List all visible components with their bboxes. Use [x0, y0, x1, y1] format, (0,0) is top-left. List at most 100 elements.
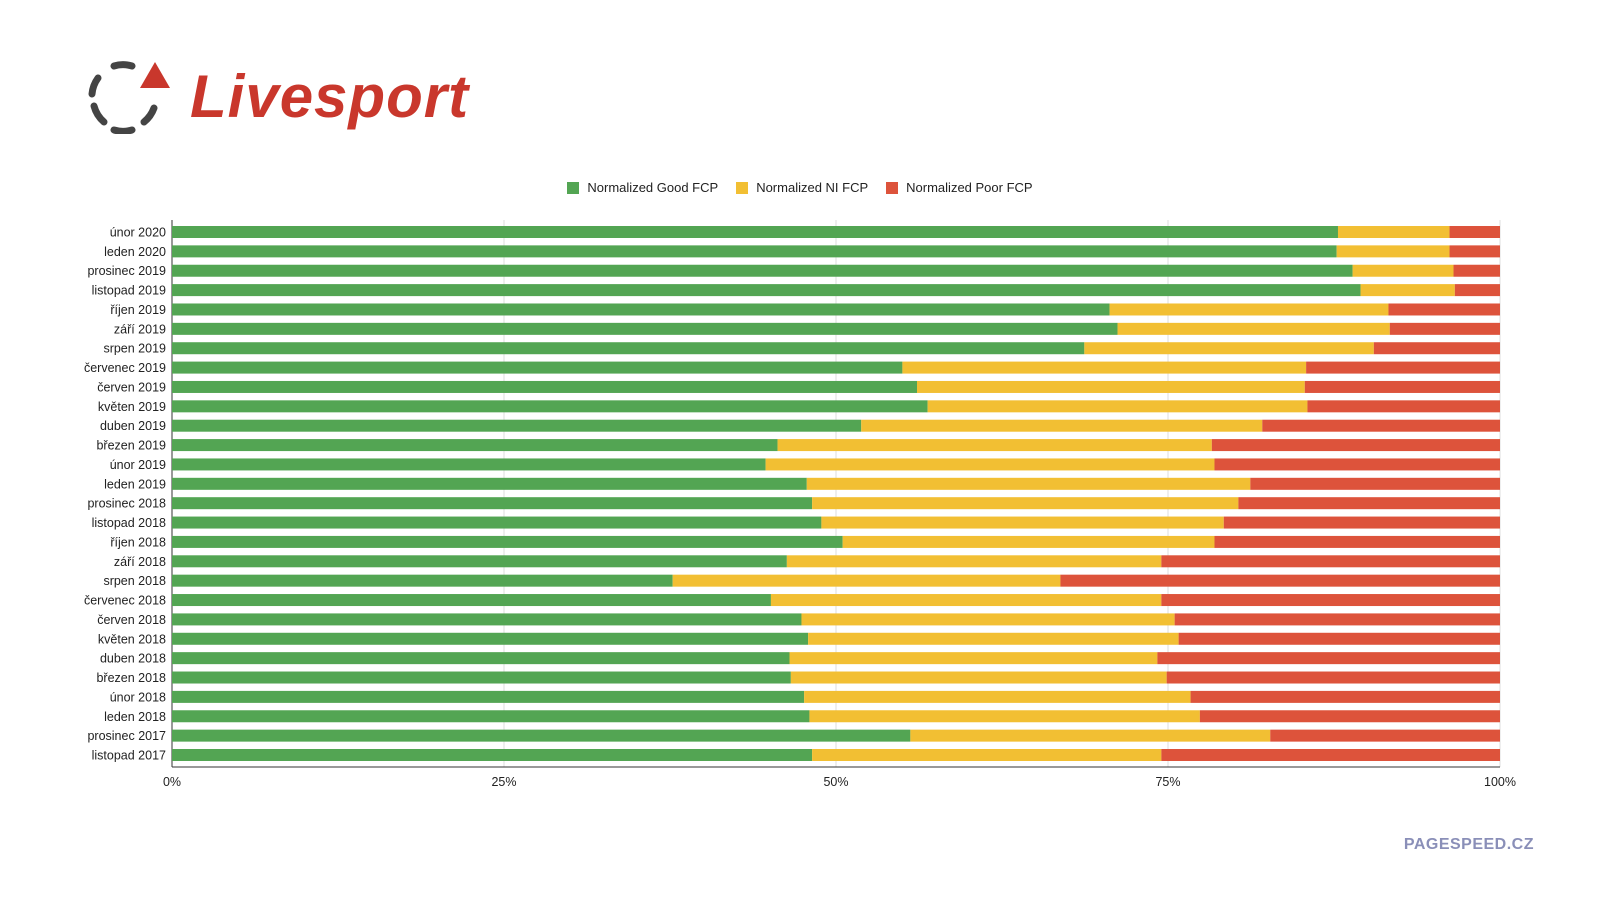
bar-segment-poor [1166, 671, 1500, 684]
bar-segment-poor [1174, 613, 1500, 626]
legend-item-ni: Normalized NI FCP [736, 180, 868, 195]
y-category-label: únor 2019 [110, 458, 166, 472]
bar-segment-good [172, 284, 1361, 297]
bar-segment-poor [1453, 264, 1500, 277]
bar-segment-poor [1199, 710, 1500, 723]
bar-segment-good [172, 710, 810, 723]
bar-segment-ni [861, 419, 1263, 432]
bar-segment-ni [765, 458, 1215, 471]
y-category-label: březen 2019 [96, 439, 166, 453]
bar-segment-ni [1084, 342, 1374, 355]
watermark: PAGESPEED.CZ [1403, 836, 1534, 853]
y-category-label: květen 2019 [98, 400, 166, 414]
y-category-label: září 2019 [114, 322, 166, 336]
bar-segment-good [172, 652, 790, 665]
bar-segment-ni [804, 690, 1191, 703]
bar-segment-good [172, 574, 673, 587]
bar-segment-good [172, 477, 807, 490]
bar-segment-poor [1214, 535, 1500, 548]
bar-segment-poor [1306, 361, 1500, 374]
bar-segment-poor [1178, 632, 1500, 645]
bar-segment-good [172, 632, 809, 645]
bar-segment-good [172, 516, 822, 529]
logo-mark-icon [88, 61, 170, 134]
bar-segment-ni [786, 555, 1162, 568]
y-category-label: září 2018 [114, 555, 166, 569]
y-category-label: leden 2019 [104, 477, 166, 491]
y-category-label: leden 2020 [104, 245, 166, 259]
y-category-label: prosinec 2018 [87, 497, 166, 511]
bar-segment-ni [770, 594, 1162, 607]
bar-segment-poor [1161, 749, 1500, 761]
bar-segment-poor [1449, 226, 1500, 238]
y-category-label: prosinec 2017 [87, 729, 166, 743]
y-category-label: srpen 2018 [103, 574, 166, 588]
y-category-label: říjen 2019 [110, 303, 166, 317]
bar-segment-good [172, 458, 766, 471]
bar-segment-poor [1373, 342, 1500, 355]
bar-segment-ni [1360, 284, 1455, 297]
y-category-label: listopad 2018 [92, 516, 166, 530]
bar-segment-good [172, 749, 813, 761]
legend-label: Normalized NI FCP [756, 180, 869, 195]
x-tick-label: 100% [1484, 775, 1516, 789]
bar-segment-ni [1117, 322, 1390, 335]
y-category-label: duben 2018 [100, 652, 166, 666]
bar-segment-ni [821, 516, 1224, 529]
bar-segment-poor [1454, 284, 1500, 297]
bar-segment-poor [1211, 439, 1500, 452]
bar-segment-ni [1352, 264, 1454, 277]
bar-segment-poor [1161, 594, 1500, 607]
bar-segment-ni [1337, 226, 1450, 238]
bar-segment-good [172, 419, 862, 432]
bar-segment-poor [1161, 555, 1500, 568]
bar-segment-good [172, 613, 802, 626]
y-category-label: říjen 2018 [110, 535, 166, 549]
bar-segment-good [172, 671, 791, 684]
bar-segment-poor [1307, 400, 1500, 413]
bar-segment-poor [1060, 574, 1500, 587]
bar-segment-ni [927, 400, 1308, 413]
x-tick-label: 50% [823, 775, 848, 789]
chart-legend: Normalized Good FCP Normalized NI FCP No… [0, 180, 1600, 195]
livesport-logo: Livesport [86, 58, 469, 134]
bar-segment-poor [1449, 245, 1500, 258]
bar-segment-poor [1238, 497, 1500, 510]
bar-segment-poor [1157, 652, 1500, 665]
bar-segment-ni [809, 710, 1200, 723]
logo-text: Livesport [190, 62, 470, 130]
legend-swatch-good [567, 181, 580, 194]
x-tick-label: 75% [1155, 775, 1180, 789]
bar-segment-ni [812, 749, 1162, 761]
y-category-label: únor 2020 [110, 226, 166, 240]
bar-segment-poor [1190, 690, 1500, 703]
bar-segment-poor [1223, 516, 1500, 529]
y-category-label: červen 2019 [97, 380, 166, 394]
y-category-label: červenec 2018 [84, 594, 166, 608]
y-category-label: únor 2018 [110, 690, 166, 704]
bar-segment-good [172, 380, 918, 393]
bar-segment-ni [806, 477, 1251, 490]
bar-segment-ni [910, 729, 1271, 742]
bar-segment-good [172, 555, 787, 568]
bar-segment-ni [902, 361, 1307, 374]
bar-segment-good [172, 303, 1110, 316]
bar-segment-ni [808, 632, 1179, 645]
bar-segment-good [172, 497, 813, 510]
bar-segment-ni [1109, 303, 1389, 316]
bar-segment-poor [1262, 419, 1500, 432]
legend-swatch-poor [886, 181, 899, 194]
bar-segment-poor [1250, 477, 1500, 490]
y-category-label: srpen 2019 [103, 342, 166, 356]
bar-segment-good [172, 439, 778, 452]
y-category-label: listopad 2019 [92, 284, 166, 298]
bar-segment-ni [777, 439, 1212, 452]
bar-segment-good [172, 264, 1353, 277]
bar-segment-poor [1214, 458, 1500, 471]
bar-segment-good [172, 342, 1085, 355]
bar-segment-ni [917, 380, 1305, 393]
bar-segment-good [172, 400, 928, 413]
bar-segment-good [172, 535, 843, 548]
y-category-label: březen 2018 [96, 671, 166, 685]
